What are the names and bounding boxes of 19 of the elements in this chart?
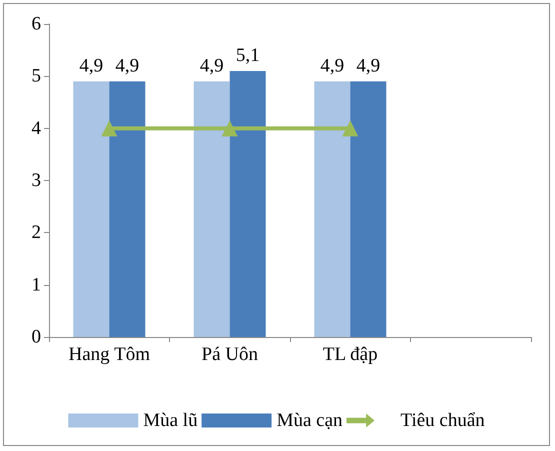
y-tick-label: 6	[32, 14, 41, 34]
data-label: 4,9	[115, 55, 140, 76]
data-label: 4,9	[79, 55, 104, 76]
legend-label: Mùa cạn	[276, 410, 344, 431]
legend-label: Mùa lũ	[143, 410, 198, 431]
y-tick-label: 0	[32, 326, 41, 348]
data-label: 4,9	[356, 55, 380, 76]
y-tick-label: 4	[32, 118, 42, 139]
y-tick-label: 3	[32, 170, 41, 191]
data-label: 4,9	[320, 55, 344, 76]
y-tick-label: 2	[32, 222, 41, 244]
x-tick-label: TL đập	[322, 344, 378, 365]
legend-label: Tiêu chuẩn	[400, 410, 486, 431]
x-tick-label: Pá Uôn	[202, 344, 258, 365]
y-tick-label: 1	[32, 274, 41, 296]
x-tick-label: Hang Tôm	[68, 344, 150, 365]
data-label: 4,9	[200, 55, 224, 76]
data-label: 5,1	[236, 44, 260, 66]
y-tick-label: 5	[32, 66, 41, 87]
